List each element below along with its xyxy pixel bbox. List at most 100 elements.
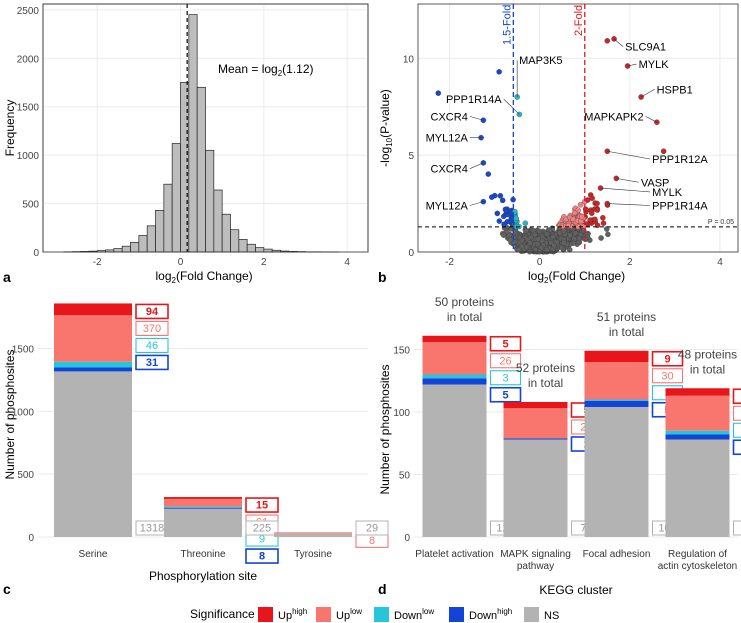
bar-segment-Uplow: [503, 408, 568, 439]
scatter-point: [572, 230, 579, 236]
bar-segment-Uphigh: [164, 497, 242, 499]
scatter-point: [513, 215, 519, 222]
scatter-point: [504, 219, 510, 225]
bar-segment-Downlow: [584, 399, 649, 401]
scatter-point: [603, 226, 610, 232]
value-box-Uplow: [489, 353, 522, 369]
scatter-point: [576, 235, 583, 242]
bar-segment-Uphigh: [54, 303, 132, 316]
legend-label-up_high: Uphigh: [278, 607, 307, 622]
protein-total-label: in total: [690, 362, 725, 376]
value-box-Uphigh: [489, 335, 522, 352]
y-tick-label: 1000: [12, 407, 35, 418]
scatter-point: [522, 220, 529, 226]
value-label-Downhigh: 31: [146, 357, 158, 369]
x-tick-label: -2: [445, 257, 454, 268]
category-label: pathway: [517, 561, 554, 572]
y-tick-label: 2000: [17, 54, 40, 65]
value-label-Uphigh: 15: [256, 500, 268, 512]
scatter-point: [532, 231, 538, 238]
scatter-point: [605, 231, 611, 238]
value-label-NS: 225: [253, 523, 271, 535]
value-box-NS: [355, 520, 389, 536]
y-axis-title: -log10(P-value): [378, 89, 394, 167]
label-leader-line: [613, 38, 624, 47]
fold-1-5-label: 1.5-Fold: [501, 5, 513, 45]
mean-annotation: Mean = log2(1.12): [218, 62, 314, 78]
label-leader-line: [600, 187, 651, 193]
protein-label: MYL12A: [426, 133, 469, 145]
category-label: Threonine: [180, 549, 225, 560]
volcano-panel: 0 5 10 -2 0 2 4 P = 0.05 1.5-Fold 2-Fold SLC9A1 MYL…: [378, 3, 739, 285]
scatter-point: [543, 231, 550, 237]
value-box-Uphigh: [135, 303, 169, 320]
scatter-point: [587, 217, 593, 223]
histogram-bar: [263, 248, 273, 253]
y-axis-title: Frequency: [3, 100, 17, 157]
y-tick-label: 0: [408, 248, 414, 259]
scatter-point: [567, 232, 573, 238]
scatter-point: [516, 246, 522, 253]
y-tick-label: 0: [28, 533, 34, 544]
scatter-point: [594, 200, 600, 207]
panel-label-c: c: [3, 581, 11, 597]
protein-label: SLC9A1: [625, 42, 666, 54]
protein-label: MYLK: [652, 187, 683, 199]
y-tick-label: 50: [399, 471, 411, 482]
protein-label: MYLK: [639, 59, 670, 71]
bar-segment-NS: [422, 384, 487, 537]
protein-label: CXCR4: [431, 164, 468, 176]
scatter-point: [503, 228, 510, 235]
protein-total-label: in total: [447, 310, 482, 324]
value-box-Downhigh: [245, 548, 279, 564]
value-label-Uplow: 370: [143, 323, 161, 335]
scatter-point: [660, 148, 667, 154]
bar-segment-Downhigh: [665, 434, 730, 440]
scatter-point: [485, 171, 492, 177]
scatter-point: [560, 228, 567, 235]
plot-border: [417, 3, 739, 253]
scatter-point: [507, 236, 514, 243]
bar-segment-Uplow: [665, 395, 730, 431]
legend-swatch-ns: [524, 607, 539, 622]
y-axis-title: Number of phosphosites: [3, 349, 17, 479]
scatter-point: [551, 242, 557, 249]
category-label: Focal adhesion: [583, 549, 651, 560]
legend-swatch-down_low: [374, 607, 389, 622]
value-label-Downlow: 3: [502, 372, 508, 384]
legend-label-down_low: Downlow: [394, 607, 434, 622]
histogram-panel: 0 500 1000 1500 2000 2500 -2 0 2 4 Mean = log2(1.1…: [3, 3, 369, 285]
scatter-point: [571, 210, 578, 216]
histogram-bar: [205, 149, 215, 253]
protein-total-label: 51 proteins: [597, 310, 656, 324]
scatter-point: [598, 235, 604, 241]
scatter-point: [503, 208, 510, 214]
p-threshold-label: P = 0.05: [708, 219, 734, 226]
scatter-point: [494, 210, 501, 217]
bar-segment-NS: [584, 407, 649, 537]
histogram-bar: [138, 235, 148, 253]
y-tick-label: 5: [408, 151, 414, 162]
value-label-NS: 1318: [140, 523, 164, 535]
scatter-point: [534, 240, 541, 247]
y-tick-label: 0: [404, 533, 410, 544]
value-box-Downhigh: [732, 439, 741, 456]
value-box-Downlow: [135, 337, 169, 353]
protein-label: HSPB1: [657, 84, 693, 96]
x-axis-title: log2(Fold Change): [528, 269, 625, 285]
y-tick-label: 1500: [12, 345, 35, 356]
histogram-bar: [196, 86, 206, 253]
category-label: MAPK signaling: [500, 549, 571, 560]
histogram-bar: [121, 245, 131, 253]
bar-segment-Downlow: [54, 361, 132, 368]
protein-label: PPP1R14A: [652, 201, 708, 213]
y-tick-label: 1500: [17, 103, 40, 114]
phosphosite-bar-panel: 0500100015009437046311318Serine156198225…: [3, 303, 389, 583]
y-tick-label: 1000: [17, 151, 40, 162]
panel-label-a: a: [3, 269, 11, 285]
histogram-bar: [255, 247, 265, 253]
category-label: actin cytoskeleton: [658, 561, 738, 572]
value-box-Downlow: [489, 370, 522, 386]
protein-total-label: 52 proteins: [516, 361, 575, 375]
